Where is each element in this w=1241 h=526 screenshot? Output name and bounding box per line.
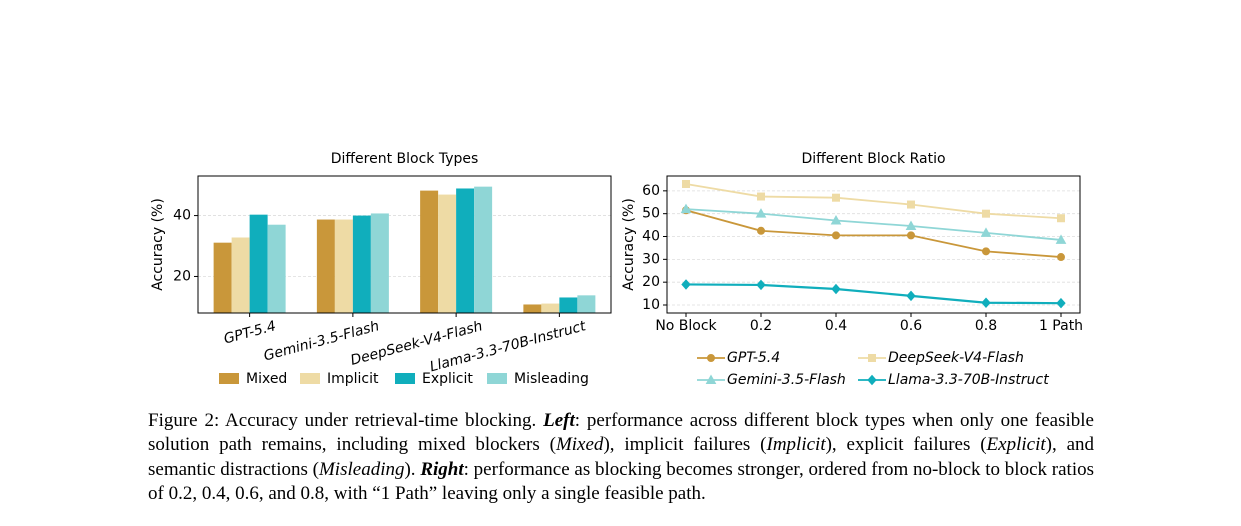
marker <box>757 226 765 235</box>
caption-run: ), and semantic distractions ( <box>148 434 1095 480</box>
marker <box>681 279 691 290</box>
legend-label: Mixed <box>246 371 287 387</box>
bar <box>352 215 371 313</box>
legend-marker <box>867 374 877 386</box>
marker <box>981 297 991 308</box>
x-tick-label: No Block <box>655 318 717 334</box>
marker <box>832 193 840 202</box>
charts: Different Block Types Accuracy (%) 20 40 Mix… <box>150 151 1083 388</box>
caption-run: Explicit <box>986 434 1046 456</box>
marker <box>830 215 842 225</box>
bar <box>420 190 439 313</box>
marker <box>832 231 840 240</box>
caption-run: Mixed <box>555 434 604 456</box>
marker <box>756 279 766 291</box>
marker <box>1057 214 1065 223</box>
caption-run: Figure 2: Accuracy under retrieval-time … <box>148 410 544 431</box>
bar <box>559 297 578 313</box>
marker <box>755 208 767 218</box>
marker <box>907 200 915 209</box>
legend-label: GPT-5.4 <box>727 350 780 366</box>
bar <box>316 219 335 313</box>
bar <box>456 188 475 313</box>
y-axis-label: Accuracy (%) <box>150 198 166 291</box>
x-tick-label: 0.4 <box>825 318 847 334</box>
legend: GPT-5.4 DeepSeek-V4-Flash Gemini-3.5-Flash… <box>697 350 1049 388</box>
legend-label: Llama-3.3-70B-Instruct <box>888 372 1049 388</box>
bar <box>370 213 389 313</box>
y-tick-label: 20 <box>642 274 660 290</box>
line <box>685 283 1062 305</box>
legend-swatch <box>487 373 507 384</box>
marker <box>680 203 692 214</box>
y-tick-label: 50 <box>642 206 660 222</box>
marker <box>907 231 915 240</box>
bar <box>523 304 542 313</box>
x-tick-label: 0.6 <box>900 318 922 334</box>
plot-frame <box>666 175 1081 314</box>
caption-run: Right <box>420 458 464 480</box>
legend-label: Explicit <box>422 371 473 387</box>
bar <box>334 219 353 313</box>
marker <box>906 290 916 302</box>
line <box>685 209 1062 258</box>
marker <box>982 209 990 218</box>
legend-label: Misleading <box>514 371 589 387</box>
marker <box>1056 297 1066 309</box>
legend: Mixed Implicit Explicit Misleading <box>219 371 589 387</box>
x-tick-label: 0.8 <box>975 318 997 334</box>
caption-run: : performance across different block typ… <box>148 410 1094 456</box>
plot-frame <box>197 175 612 314</box>
y-tick-label: 40 <box>173 208 191 224</box>
y-tick-label: 40 <box>642 229 660 245</box>
x-tick-label: 0.2 <box>750 318 772 334</box>
legend-swatch <box>300 373 320 384</box>
legend-swatch <box>395 373 415 384</box>
caption-run: Misleading <box>318 458 405 480</box>
y-tick-label: 20 <box>173 268 191 284</box>
marker <box>757 192 765 201</box>
chart-title: Different Block Types <box>331 151 479 167</box>
caption: Figure 2: Accuracy under retrieval-time … <box>148 409 1094 506</box>
marker <box>980 227 992 237</box>
legend-marker <box>868 354 876 362</box>
marker <box>1055 234 1067 244</box>
line <box>685 183 1062 220</box>
bar <box>213 242 232 313</box>
marker <box>682 179 690 188</box>
legend-label: Implicit <box>327 371 379 387</box>
y-axis-label: Accuracy (%) <box>621 198 637 291</box>
caption-run: ). <box>404 458 421 480</box>
chart-title: Different Block Ratio <box>801 151 945 167</box>
caption-run: ), implicit failures ( <box>603 434 767 456</box>
legend-marker <box>705 374 717 384</box>
bar <box>577 295 596 313</box>
bar <box>438 194 457 313</box>
bar <box>249 214 268 313</box>
y-tick-label: 60 <box>642 183 660 199</box>
marker <box>982 247 990 256</box>
caption-run: Implicit <box>766 434 826 456</box>
bar <box>541 303 560 313</box>
marker <box>905 220 917 231</box>
legend-marker <box>707 354 715 362</box>
caption-run: ), explicit failures ( <box>825 434 987 456</box>
x-tick-label: 1 Path <box>1039 318 1083 334</box>
y-tick-label: 30 <box>642 251 660 267</box>
caption-run: Left <box>543 410 575 431</box>
bar <box>231 237 250 313</box>
x-tick-label: GPT-5.4 <box>222 318 278 347</box>
bar <box>474 186 493 313</box>
legend-label: DeepSeek-V4-Flash <box>888 350 1024 366</box>
legend-swatch <box>219 373 239 384</box>
marker <box>831 283 841 295</box>
legend-label: Gemini-3.5-Flash <box>727 372 846 388</box>
marker <box>1057 253 1065 262</box>
caption-run: : performance as blocking becomes strong… <box>148 458 1094 504</box>
bar <box>267 224 286 313</box>
line <box>685 208 1062 241</box>
y-tick-label: 10 <box>642 297 660 313</box>
